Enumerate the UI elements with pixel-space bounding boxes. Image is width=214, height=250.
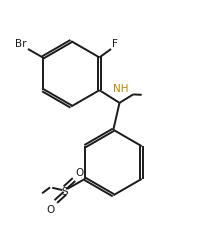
Text: F: F xyxy=(112,39,118,49)
Text: Br: Br xyxy=(15,39,27,49)
Text: S: S xyxy=(62,186,68,196)
Text: O: O xyxy=(46,205,55,214)
Text: NH: NH xyxy=(113,84,129,93)
Text: O: O xyxy=(75,167,83,177)
